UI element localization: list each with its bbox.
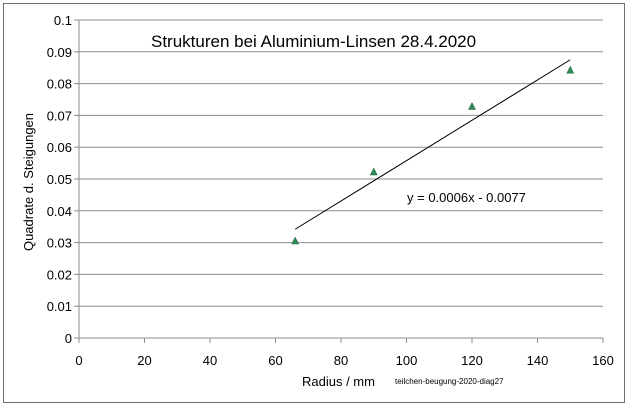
grid-lines [79,19,603,339]
x-tick-label: 140 [527,353,549,368]
x-tick-label: 120 [461,353,483,368]
scatter-chart: 0 0.01 0.02 0.03 0.04 0.05 0.06 0.07 0.08 0.09 0.1… [21,13,614,389]
x-tick-label: 0 [75,353,82,368]
annotation-note: teilchen-beugung-2020-diag27 [395,377,504,386]
y-tick-label: 0.03 [47,236,72,251]
y-tick-label: 0.09 [47,45,72,60]
trendline [294,59,571,230]
chart-title: Strukturen bei Aluminium-Linsen 28.4.202… [151,32,476,51]
y-tick-label: 0.07 [47,108,72,123]
y-tick-label: 0.04 [47,204,72,219]
data-point-triangle [468,101,476,110]
x-tick-label: 20 [137,353,151,368]
y-tick-label: 0.06 [47,140,72,155]
x-axis-label: Radius / mm [302,374,375,389]
x-tick-labels: 0 20 40 60 80 100 120 140 160 [75,353,613,368]
trendline-equation: y = 0.0006x - 0.0077 [407,190,526,205]
x-tick-label: 80 [334,353,348,368]
y-tick-label: 0.05 [47,172,72,187]
y-tick-label: 0.08 [47,77,72,92]
axes [74,19,604,343]
y-tick-label: 0 [65,331,72,346]
y-axis-label: Quadrate d. Steigungen [21,113,36,251]
y-tick-label: 0.1 [54,13,72,28]
y-tick-label: 0.01 [47,299,72,314]
chart-frame: 0 0.01 0.02 0.03 0.04 0.05 0.06 0.07 0.08 0.09 0.1… [3,3,625,403]
x-tick-label: 40 [203,353,217,368]
data-point-triangle [369,167,378,176]
trendline-group [294,59,571,230]
x-tick-label: 160 [592,353,614,368]
data-point-triangle [291,236,300,245]
y-tick-label: 0.02 [47,267,72,282]
data-points [291,65,575,245]
data-point-triangle [566,65,575,74]
x-tick-label: 100 [396,353,418,368]
x-tick-label: 60 [268,353,282,368]
y-tick-labels: 0 0.01 0.02 0.03 0.04 0.05 0.06 0.07 0.08 0.09 0.1 [47,13,72,346]
